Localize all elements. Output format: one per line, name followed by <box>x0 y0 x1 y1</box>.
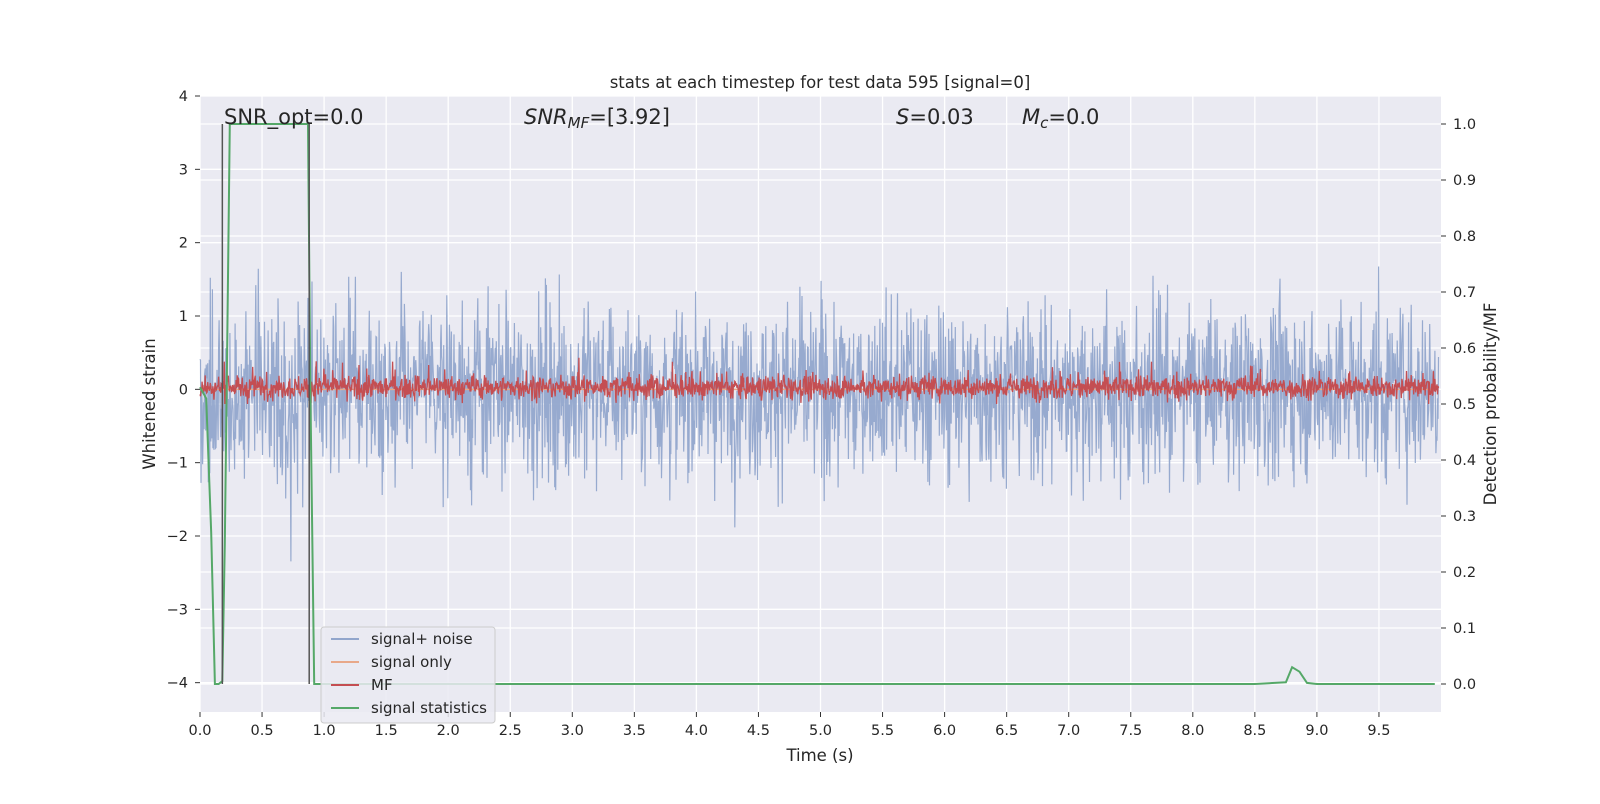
vertical-markers <box>221 124 310 684</box>
y-tick-labels: 4 3 2 1 0 −1 −2 −3 −4 <box>167 89 200 692</box>
x-tick-label-7: 3.5 <box>623 723 646 739</box>
x-tick-label-5: 2.5 <box>499 723 522 739</box>
y2-tick-label-5: 0.5 <box>1453 397 1476 413</box>
y2-tick-label-6: 0.4 <box>1453 453 1476 469</box>
x-tick-label-13: 6.5 <box>995 723 1018 739</box>
snr-mf-annotation: SNRMF=[3.92] <box>524 105 670 132</box>
y2-tick-label-8: 0.2 <box>1453 565 1476 581</box>
y2-tick-label-10: 0.0 <box>1453 677 1476 693</box>
s-main: S <box>896 105 909 129</box>
y-tick-label-8: −4 <box>167 676 188 692</box>
x-tick-label-18: 9.0 <box>1305 723 1328 739</box>
x-tick-label-1: 0.5 <box>251 723 274 739</box>
y2-tick-label-4: 0.6 <box>1453 341 1476 357</box>
x-axis-label: Time (s) <box>785 746 853 765</box>
y-tick-label-2: 2 <box>179 236 188 252</box>
y2-tick-labels: 1.0 0.9 0.8 0.7 0.6 0.5 0.4 0.3 0.2 0.1 0.0 <box>1441 117 1476 693</box>
y2-axis-label: Detection probability/MF <box>1481 303 1500 506</box>
legend-label-signal-only: signal only <box>371 653 452 671</box>
y2-tick-label-3: 0.7 <box>1453 285 1476 301</box>
snr-opt-annotation: SNR_opt=0.0 <box>224 105 364 130</box>
legend-label-signal-noise: signal+ noise <box>371 630 473 648</box>
series-mf <box>199 357 1440 405</box>
x-tick-label-10: 5.0 <box>809 723 832 739</box>
y-tick-label-4: 0 <box>179 382 188 398</box>
mc-annotation: Mc=0.0 <box>1022 105 1099 132</box>
x-tick-label-3: 1.5 <box>375 723 398 739</box>
y2-tick-label-1: 0.9 <box>1453 173 1476 189</box>
snr-mf-value: =[3.92] <box>589 105 670 129</box>
x-tick-label-8: 4.0 <box>685 723 708 739</box>
x-tick-label-15: 7.5 <box>1119 723 1142 739</box>
s-annotation: S=0.03 <box>896 105 974 129</box>
y-tick-label-7: −3 <box>167 602 188 618</box>
x-tick-labels: 0.0 0.5 1.0 1.5 2.0 2.5 3.0 3.5 4.0 4.5 5.0 5.5 6.0 6… <box>188 712 1390 739</box>
x-tick-label-12: 6.0 <box>933 723 956 739</box>
x-tick-label-0: 0.0 <box>188 723 211 739</box>
snr-mf-sub: MF <box>568 114 590 132</box>
x-tick-label-11: 5.5 <box>871 723 894 739</box>
x-tick-label-6: 3.0 <box>561 723 584 739</box>
y2-tick-label-0: 1.0 <box>1453 117 1476 133</box>
y2-tick-label-9: 0.1 <box>1453 621 1476 637</box>
x-tick-label-19: 9.5 <box>1367 723 1390 739</box>
x-tick-label-9: 4.5 <box>747 723 770 739</box>
y-tick-label-5: −1 <box>167 456 188 472</box>
mc-sub: c <box>1040 114 1049 132</box>
mc-main: M <box>1022 105 1040 129</box>
legend-label-signal-statistics: signal statistics <box>371 699 487 717</box>
legend-label-mf: MF <box>371 676 393 694</box>
snr-mf-main: SNR <box>524 105 568 129</box>
s-value: =0.03 <box>909 105 973 129</box>
x-tick-label-16: 8.0 <box>1181 723 1204 739</box>
chart-title: stats at each timestep for test data 595… <box>610 73 1031 92</box>
annotations: SNR_opt=0.0 SNRMF=[3.92] S=0.03 Mc=0.0 <box>224 105 1099 132</box>
mc-value: =0.0 <box>1048 105 1099 129</box>
y2-tick-label-7: 0.3 <box>1453 509 1476 525</box>
y-tick-label-1: 3 <box>179 162 188 178</box>
y-axis-label: Whitened strain <box>140 338 159 469</box>
y-tick-label-0: 4 <box>179 89 188 105</box>
y-tick-label-6: −2 <box>167 529 188 545</box>
legend: signal+ noise signal only MF signal stat… <box>320 626 496 724</box>
y-tick-label-3: 1 <box>179 309 188 325</box>
x-tick-label-17: 8.5 <box>1243 723 1266 739</box>
x-tick-label-4: 2.0 <box>437 723 460 739</box>
legend-box <box>320 626 496 724</box>
x-tick-label-2: 1.0 <box>313 723 336 739</box>
y2-tick-label-2: 0.8 <box>1453 229 1476 245</box>
x-tick-label-14: 7.0 <box>1057 723 1080 739</box>
